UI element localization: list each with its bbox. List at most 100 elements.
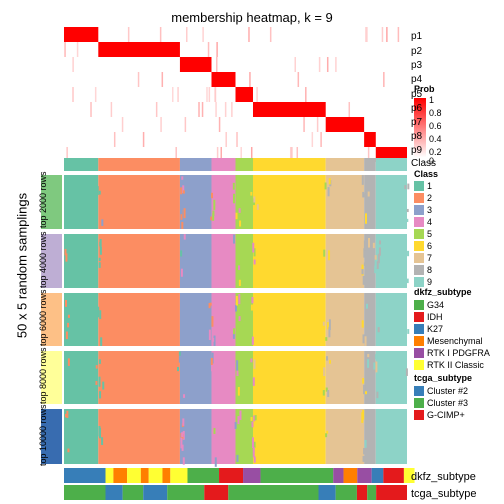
class-block: [364, 409, 376, 464]
class-block: [98, 293, 180, 346]
class-streak: [180, 250, 183, 257]
class-streak: [232, 334, 235, 339]
class-streak: [253, 456, 256, 463]
class-streak: [95, 381, 98, 385]
swatch: [414, 410, 424, 420]
class-streak: [237, 416, 240, 425]
class-streak: [363, 193, 366, 198]
prob-tick: 1: [429, 95, 435, 105]
prob-colorbar: [414, 148, 426, 150]
class-block: [364, 234, 376, 288]
prob-colorbar: [414, 145, 426, 147]
tcga-subtype-cell: [367, 485, 377, 500]
swatch: [414, 205, 424, 215]
class-block: [325, 409, 365, 464]
class-streak: [182, 457, 185, 465]
prob-tick: 0.4: [429, 134, 442, 144]
class-streak: [96, 186, 99, 195]
prob-colorbar: [414, 143, 426, 145]
class-streak: [101, 437, 104, 445]
membership-cell: [366, 27, 368, 42]
class-streak: [98, 330, 101, 335]
class-legend-item: 2: [414, 193, 432, 203]
class-streak: [180, 209, 183, 220]
dkfz-legend-item: K27: [414, 324, 443, 334]
row-label-p6: p6: [411, 103, 423, 114]
class-streak: [253, 415, 256, 422]
class-block: [64, 175, 99, 229]
class-block: [364, 351, 376, 404]
dkfz-legend-item: Mesenchymal: [414, 336, 483, 346]
membership-cell: [240, 147, 242, 162]
class-streak: [208, 302, 211, 309]
dkfz-legend-item: IDH: [414, 312, 443, 322]
membership-cell: [76, 42, 79, 57]
membership-cell: [326, 57, 329, 72]
class-streak: [361, 175, 364, 185]
membership-cell: [185, 27, 188, 42]
prob-colorbar: [414, 131, 426, 133]
prob-colorbar: [414, 140, 426, 142]
class-streak: [101, 219, 104, 226]
dkfz-subtype-cell: [219, 468, 244, 483]
swatch: [414, 324, 424, 334]
class-block: [325, 293, 365, 346]
prob-colorbar: [414, 107, 426, 109]
prob-colorbar: [414, 126, 426, 128]
class-streak: [209, 302, 212, 306]
class-streak: [234, 422, 237, 429]
class-streak: [182, 430, 185, 440]
class-streak: [235, 418, 238, 430]
class-streak: [376, 303, 379, 308]
tcga-subtype-cell: [122, 485, 144, 500]
membership-cell: [218, 117, 221, 132]
class-streak: [363, 447, 366, 455]
class-streak: [363, 240, 366, 251]
class-streak: [373, 362, 376, 370]
class-block: [235, 175, 253, 229]
membership-cell: [235, 87, 253, 102]
membership-cell: [397, 27, 400, 42]
prob-colorbar: [414, 103, 426, 105]
class-block: [211, 175, 236, 229]
class-streak: [214, 457, 217, 467]
class-streak: [180, 437, 183, 449]
membership-cell: [364, 132, 376, 147]
class-streak: [364, 276, 367, 282]
class-streak: [236, 454, 239, 462]
class-annotation-cell: [364, 158, 376, 171]
class-block: [375, 409, 407, 464]
class-streak: [210, 357, 213, 365]
class-streak: [95, 189, 98, 197]
row-label-p2: p2: [411, 46, 423, 57]
dkfz-subtype-cell: [383, 468, 404, 483]
chart-title: membership heatmap, k = 9: [171, 10, 333, 25]
group-label-4000: top 4000 rows: [38, 231, 48, 288]
membership-cell: [177, 87, 179, 102]
class-streak: [406, 218, 409, 223]
class-streak: [236, 360, 239, 371]
membership-cell: [236, 132, 238, 147]
swatch: [414, 360, 424, 370]
prob-colorbar: [414, 134, 426, 136]
prob-tick: 0.2: [429, 147, 442, 157]
membership-cell: [202, 27, 204, 42]
class-streak: [376, 261, 379, 270]
membership-cell: [64, 27, 99, 42]
class-streak: [253, 441, 256, 448]
tcga-subtype-cell: [204, 485, 229, 500]
class-streak: [66, 433, 69, 444]
membership-cell: [320, 132, 322, 147]
membership-cell: [160, 117, 162, 132]
membership-cell: [211, 72, 236, 87]
class-block: [98, 409, 180, 464]
class-streak: [367, 191, 370, 197]
class-annotation-cell: [375, 158, 407, 171]
class-streak: [367, 359, 370, 368]
class-block: [375, 351, 407, 404]
prob-colorbar: [414, 156, 426, 158]
class-streak: [237, 387, 240, 396]
swatch: [414, 181, 424, 191]
membership-cell: [365, 27, 367, 42]
row-label-p5: p5: [411, 89, 423, 100]
